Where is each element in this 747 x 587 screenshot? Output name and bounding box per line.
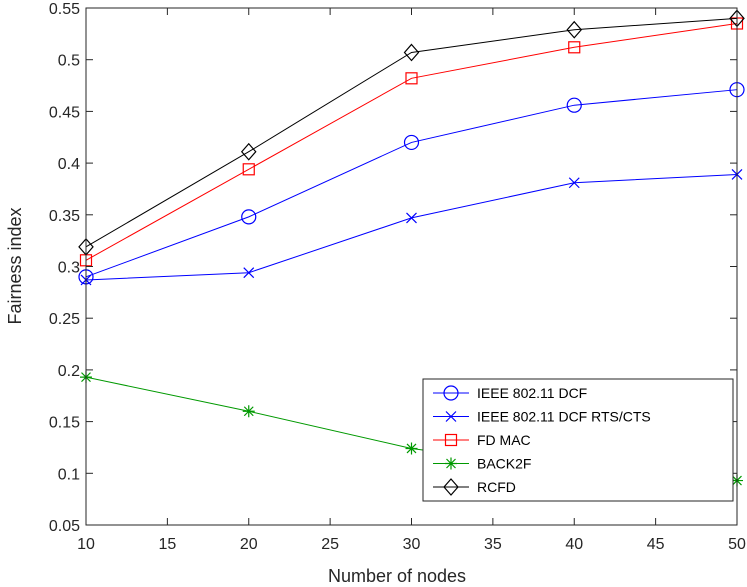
data-point [566,97,582,113]
y-tick-label: 0.35 [49,208,80,225]
y-tick-label: 0.4 [58,156,80,173]
y-tick-label: 0.25 [49,311,80,328]
axes-layer: 10 15 20 25 30 35 40 45 50 0.05 0.1 0.15 0.2 0.25 0.3 0… [49,1,746,553]
legend-label: IEEE 802.11 DCF RTS/CTS [477,409,651,425]
x-tick-label: 40 [565,536,583,553]
x-tick-label: 35 [484,536,502,553]
series-line [85,17,738,248]
legend-marker [445,411,457,422]
data-point [240,142,257,161]
legend-label: IEEE 802.11 DCF [477,385,587,401]
data-point [405,72,418,85]
series-x [80,169,743,286]
x-tick-label: 25 [321,536,339,553]
y-tick-label: 0.45 [49,104,80,121]
x-tick-label: 45 [647,536,665,553]
legend-label: FD MAC [477,432,531,448]
x-tick-label: 20 [240,536,258,553]
y-axis-title: Fairness index [5,207,25,324]
y-tick-label: 0.15 [49,415,80,432]
x-tick-label: 30 [403,536,421,553]
y-tick-label: 0.55 [49,1,80,18]
x-tick-label: 15 [158,536,176,553]
x-tick-label: 10 [77,536,95,553]
series-line [85,89,738,278]
x-axis-title: Number of nodes [328,566,466,586]
data-point [242,405,255,418]
legend: IEEE 802.11 DCF IEEE 802.11 DCF RTS/CTS FD… [422,378,734,502]
legend-marker [445,457,457,470]
series-line [85,23,738,261]
legend-label: BACK2F [477,456,531,472]
y-tick-label: 0.2 [58,363,80,380]
data-point [241,209,257,225]
x-tick-label: 50 [728,536,746,553]
legend-label: RCFD [477,479,516,495]
data-point [568,177,580,189]
y-tick-label: 0.3 [58,260,80,277]
data-point [242,163,255,176]
y-tick-label: 0.05 [49,518,80,535]
data-point [566,20,583,39]
y-tick-label: 0.5 [58,53,80,70]
data-point [403,43,420,62]
legend-marker [443,385,459,401]
legend-marker [444,433,458,447]
y-tick-label: 0.1 [58,466,80,483]
data-point [243,267,255,279]
data-point [403,134,420,151]
legend-marker [443,478,459,496]
data-point [568,41,581,54]
axes-box [85,7,738,526]
series-diamond [78,9,745,256]
legend-box [422,378,734,502]
data-point [405,442,418,455]
data-point [406,212,417,224]
